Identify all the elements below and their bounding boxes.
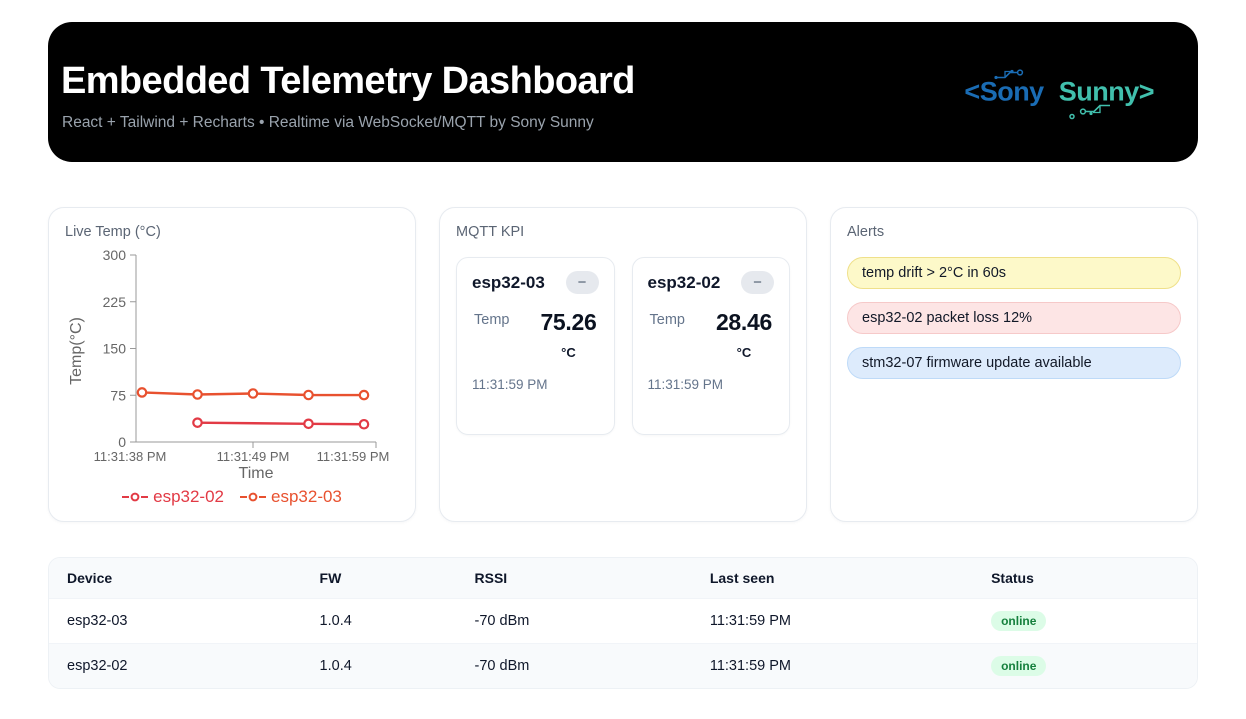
- kpi-device-name: esp32-03: [472, 272, 545, 292]
- page-title: Embedded Telemetry Dashboard: [61, 60, 635, 102]
- data-point-esp32-02: [192, 417, 203, 429]
- alerts-card: Alerts temp drift > 2°C in 60s esp32-02 …: [830, 207, 1198, 522]
- chart-card-title: Live Temp (°C): [65, 224, 161, 240]
- alert-item-firmware-update: stm32-07 firmware update available: [847, 347, 1181, 380]
- device-table-section: Device FW RSSI Last seen Status esp32-03…: [48, 557, 1198, 689]
- status-badge: online: [991, 656, 1047, 676]
- legend-item-esp32-02: esp32-02: [122, 488, 224, 505]
- kpi-value-block: 28.46 °C: [716, 309, 772, 360]
- kpi-timestamp: 11:31:59 PM: [472, 377, 548, 393]
- column-header-last-seen: Last seen: [691, 558, 974, 599]
- alert-item-packet-loss: esp32-02 packet loss 12%: [847, 302, 1181, 335]
- table-row-esp32-03: esp32-03 1.0.4 -70 dBm 11:31:59 PM onlin…: [49, 598, 1197, 644]
- column-header-fw: FW: [301, 558, 457, 599]
- kpi-metric-label: Temp: [474, 312, 510, 329]
- hero-header: Embedded Telemetry Dashboard React + Tai…: [48, 22, 1198, 162]
- data-point-esp32-03: [358, 390, 370, 401]
- data-point-esp32-03: [303, 390, 314, 401]
- alerts-card-title: Alerts: [847, 224, 885, 240]
- y-tick-label: 150: [103, 341, 127, 357]
- cell-status: online: [973, 598, 1197, 644]
- column-header-device: Device: [49, 558, 302, 599]
- legend-label: esp32-02: [153, 487, 224, 507]
- kpi-card-title: MQTT KPI: [456, 224, 525, 240]
- y-tick-label: 225: [103, 294, 127, 310]
- data-point-esp32-02: [303, 418, 314, 430]
- cards-row: Live Temp (°C) 0 75 150 225 300 11:31:38 PM 11…: [48, 207, 1198, 522]
- cell-device: esp32-03: [49, 598, 302, 644]
- y-tick-label: 300: [103, 247, 127, 263]
- kpi-collapse-button[interactable]: −: [741, 271, 774, 295]
- column-header-status: Status: [973, 558, 1197, 599]
- kpi-timestamp: 11:31:59 PM: [647, 377, 724, 393]
- cell-rssi: -70 dBm: [456, 598, 692, 644]
- legend-item-esp32-03: esp32-03: [240, 488, 342, 505]
- table-row-esp32-02: esp32-02 1.0.4 -70 dBm 11:31:59 PM onlin…: [49, 643, 1197, 688]
- data-point-esp32-03: [247, 388, 259, 400]
- table-header-row: Device FW RSSI Last seen Status: [49, 558, 1197, 599]
- mqtt-kpi-card: MQTT KPI esp32-03 − Temp 75.26 °C 11:31: [439, 207, 807, 522]
- live-temp-chart: 0 75 150 225 300 11:31:38 PM 11:31:49 PM 11:31:…: [68, 247, 390, 482]
- x-tick-label: 11:31:59 PM: [317, 449, 390, 464]
- series-line-esp32-02: [197, 421, 365, 426]
- kpi-grid: esp32-03 − Temp 75.26 °C 11:31:59 PM: [456, 257, 790, 436]
- alert-list: temp drift > 2°C in 60s esp32-02 packet …: [847, 257, 1181, 380]
- cell-rssi: -70 dBm: [456, 643, 692, 688]
- kpi-collapse-button[interactable]: −: [565, 271, 599, 295]
- chart-box: 0 75 150 225 300 11:31:38 PM 11:31:49 PM 11:31:…: [65, 247, 399, 488]
- cell-device: esp32-02: [49, 643, 302, 688]
- y-tick-label: 75: [110, 388, 126, 404]
- data-point-esp32-02: [358, 419, 370, 430]
- cell-status: online: [973, 643, 1197, 688]
- live-temp-card: Live Temp (°C) 0 75 150 225 300 11:31:38 PM 11…: [48, 207, 416, 522]
- kpi-value: 28.46: [715, 309, 772, 336]
- kpi-device-name: esp32-02: [647, 272, 721, 292]
- cell-last-seen: 11:31:59 PM: [691, 598, 974, 644]
- circuit-trace-icon: [1069, 104, 1110, 120]
- kpi-value: 75.26: [540, 309, 597, 336]
- cell-fw: 1.0.4: [301, 598, 457, 644]
- x-tick-label: 11:31:49 PM: [217, 449, 290, 464]
- kpi-unit: °C: [736, 345, 752, 361]
- kpi-tile-esp32-03: esp32-03 − Temp 75.26 °C 11:31:59 PM: [456, 257, 615, 436]
- logo-text-right: Sunny>: [1058, 76, 1155, 107]
- x-tick-label: 11:31:38 PM: [94, 449, 167, 464]
- legend-line-icon: [240, 492, 266, 502]
- legend-label: esp32-03: [271, 487, 342, 507]
- data-point-esp32-03: [192, 389, 203, 401]
- data-point-esp32-03: [136, 387, 148, 399]
- status-badge: online: [991, 611, 1047, 631]
- device-table: Device FW RSSI Last seen Status esp32-03…: [48, 557, 1198, 689]
- logo-text-left: <Sony: [964, 76, 1044, 107]
- kpi-value-block: 75.26 °C: [540, 309, 596, 360]
- legend-line-icon: [122, 492, 149, 502]
- kpi-metric-label: Temp: [649, 312, 685, 329]
- column-header-rssi: RSSI: [456, 558, 692, 599]
- x-axis-title: Time: [239, 465, 274, 482]
- page-subtitle: React + Tailwind + Recharts • Realtime v…: [62, 114, 594, 131]
- y-axis-title: Temp(°C): [68, 318, 85, 386]
- kpi-tile-esp32-02: esp32-02 − Temp 28.46 °C 11:31:59 PM: [631, 257, 790, 436]
- cell-fw: 1.0.4: [301, 643, 457, 688]
- y-tick-label: 0: [118, 434, 126, 450]
- alert-item-temp-drift: temp drift > 2°C in 60s: [847, 257, 1181, 290]
- brand-logo: <Sony Sunny>: [964, 69, 1155, 120]
- cell-last-seen: 11:31:59 PM: [691, 643, 974, 688]
- kpi-unit: °C: [561, 345, 576, 361]
- circuit-trace-icon: [994, 69, 1024, 80]
- chart-legend: esp32-02 esp32-03: [65, 488, 399, 505]
